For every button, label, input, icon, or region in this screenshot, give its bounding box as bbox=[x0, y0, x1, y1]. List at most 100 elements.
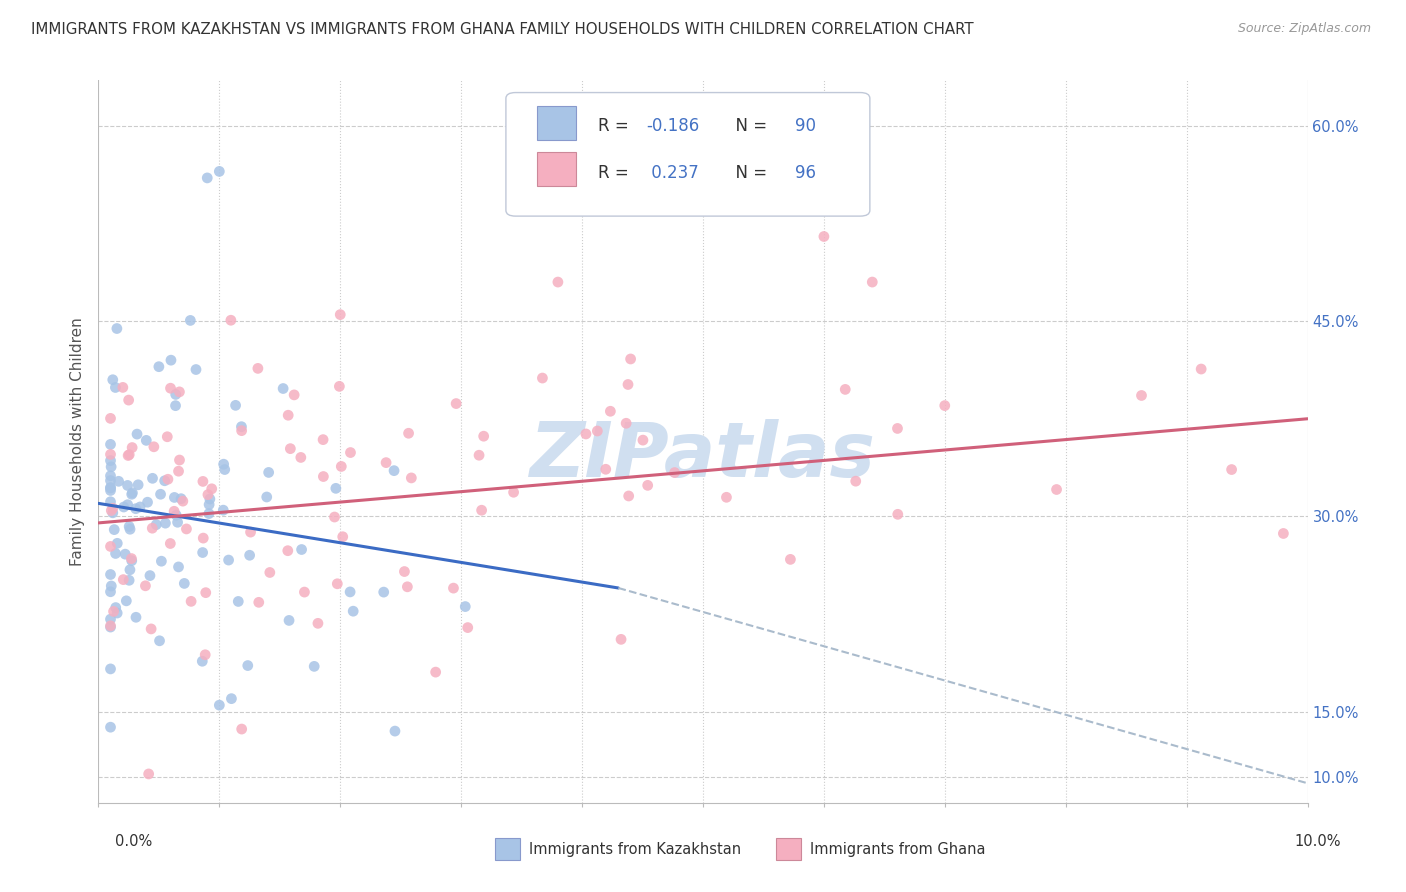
Point bbox=[620, 351, 643, 366]
Point bbox=[105, 606, 128, 620]
Point bbox=[256, 490, 278, 504]
Point bbox=[779, 552, 801, 566]
Point bbox=[120, 551, 142, 566]
Point bbox=[156, 472, 179, 486]
Point bbox=[198, 491, 221, 506]
Point bbox=[118, 448, 141, 462]
Point bbox=[271, 382, 294, 396]
Text: Immigrants from Kazakhstan: Immigrants from Kazakhstan bbox=[529, 842, 741, 856]
Point bbox=[191, 654, 214, 668]
Point bbox=[375, 456, 398, 470]
Point bbox=[219, 313, 242, 327]
Point bbox=[312, 469, 335, 483]
Point bbox=[165, 387, 187, 401]
Point bbox=[396, 580, 419, 594]
Text: R =: R = bbox=[598, 118, 634, 136]
Point bbox=[599, 404, 621, 418]
Point bbox=[614, 417, 637, 431]
Point bbox=[247, 595, 270, 609]
Y-axis label: Family Households with Children: Family Households with Children bbox=[69, 318, 84, 566]
Point bbox=[1220, 462, 1243, 476]
Point bbox=[100, 662, 122, 676]
Point bbox=[100, 468, 122, 483]
Point bbox=[384, 724, 406, 739]
Point bbox=[294, 585, 316, 599]
Point bbox=[169, 384, 191, 399]
FancyBboxPatch shape bbox=[506, 93, 870, 216]
Point bbox=[156, 430, 179, 444]
Point bbox=[325, 481, 347, 495]
Point bbox=[100, 411, 122, 425]
Point bbox=[193, 531, 215, 545]
Text: 0.0%: 0.0% bbox=[115, 834, 152, 849]
Text: IMMIGRANTS FROM KAZAKHSTAN VS IMMIGRANTS FROM GHANA FAMILY HOUSEHOLDS WITH CHILD: IMMIGRANTS FROM KAZAKHSTAN VS IMMIGRANTS… bbox=[31, 22, 973, 37]
Point bbox=[159, 536, 181, 550]
Text: Immigrants from Ghana: Immigrants from Ghana bbox=[810, 842, 986, 856]
Point bbox=[172, 494, 194, 508]
Point bbox=[328, 379, 350, 393]
Point bbox=[100, 720, 122, 734]
Point bbox=[129, 500, 152, 514]
Point bbox=[664, 466, 686, 480]
Point bbox=[118, 519, 141, 533]
Point bbox=[339, 445, 361, 459]
Point bbox=[444, 396, 467, 410]
Point bbox=[201, 482, 224, 496]
Point bbox=[886, 421, 908, 435]
Point bbox=[100, 620, 122, 634]
Point bbox=[138, 767, 160, 781]
Text: N =: N = bbox=[724, 118, 772, 136]
Point bbox=[586, 424, 609, 438]
Point bbox=[860, 275, 883, 289]
Point bbox=[117, 478, 139, 492]
Point bbox=[100, 584, 122, 599]
Point bbox=[103, 604, 125, 618]
FancyBboxPatch shape bbox=[537, 152, 576, 186]
Point bbox=[617, 377, 640, 392]
Point bbox=[142, 440, 165, 454]
Point bbox=[834, 383, 856, 397]
Point bbox=[155, 516, 177, 531]
Point bbox=[218, 553, 240, 567]
Point bbox=[332, 530, 354, 544]
Point bbox=[221, 691, 243, 706]
Point bbox=[148, 633, 170, 648]
Point bbox=[100, 447, 122, 461]
Point bbox=[191, 545, 214, 559]
Point bbox=[575, 426, 598, 441]
Point bbox=[1189, 362, 1212, 376]
Point bbox=[813, 229, 835, 244]
Point bbox=[231, 424, 253, 438]
Point bbox=[165, 508, 187, 523]
Point bbox=[153, 474, 176, 488]
FancyBboxPatch shape bbox=[537, 105, 576, 140]
Text: 96: 96 bbox=[794, 163, 815, 182]
Point bbox=[114, 547, 136, 561]
Point bbox=[184, 362, 207, 376]
Point bbox=[105, 321, 128, 335]
Point bbox=[291, 542, 314, 557]
Point bbox=[139, 622, 162, 636]
Point bbox=[170, 491, 193, 506]
Point bbox=[226, 594, 249, 608]
Point bbox=[472, 429, 495, 443]
Point bbox=[104, 380, 127, 394]
Point bbox=[100, 495, 122, 509]
Text: Source: ZipAtlas.com: Source: ZipAtlas.com bbox=[1237, 22, 1371, 36]
Point bbox=[443, 581, 465, 595]
Point bbox=[214, 462, 236, 476]
Point bbox=[136, 495, 159, 509]
Point bbox=[398, 426, 420, 441]
Point bbox=[257, 466, 280, 480]
Point bbox=[167, 464, 190, 478]
Point bbox=[239, 548, 262, 562]
Point bbox=[121, 554, 143, 568]
Point bbox=[180, 594, 202, 608]
Point bbox=[117, 498, 139, 512]
Text: 90: 90 bbox=[794, 118, 815, 136]
Point bbox=[468, 448, 491, 462]
Point bbox=[100, 481, 122, 495]
Point bbox=[1130, 388, 1153, 402]
Point bbox=[394, 565, 416, 579]
Point bbox=[326, 576, 349, 591]
